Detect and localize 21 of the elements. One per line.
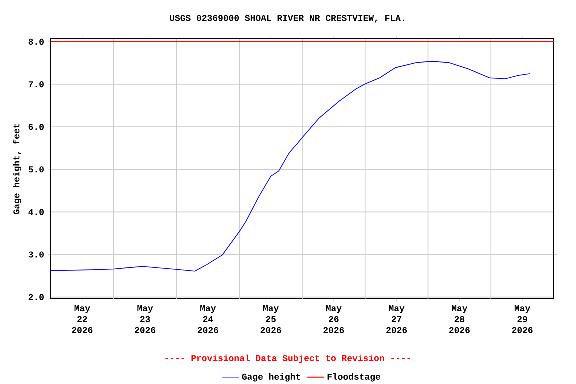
x-tick-label: May 23 2026 (135, 306, 156, 334)
x-tick-label: May 29 2026 (512, 306, 533, 334)
y-tick-label: 6.0 (28, 124, 44, 130)
y-tick-label: 2.0 (28, 294, 44, 300)
x-tick-label: May 24 2026 (198, 306, 218, 334)
x-tick-label: May 26 2026 (324, 306, 344, 334)
x-tick-label: May 28 2026 (449, 306, 470, 334)
legend-label: Floodstage (328, 373, 380, 382)
y-tick-label: 3.0 (28, 252, 44, 258)
x-tick-label: May 27 2026 (386, 306, 408, 334)
x-tick-label: May 25 2026 (260, 306, 282, 334)
y-axis-title: Gage height, feet (12, 124, 22, 214)
text: ---- Provisional Data Subject to Revision ---- (166, 354, 410, 364)
y-tick-label: 4.0 (28, 209, 44, 216)
line-series (51, 61, 531, 272)
legend-label: Gage height (242, 373, 300, 382)
chart-title: USGS 02369000 SHOAL RIVER NR CRESTVIEW, FLA. (170, 15, 404, 23)
y-tick-label: 7.0 (28, 81, 44, 88)
y-tick-label: 5.0 (28, 166, 44, 173)
y-tick-label: 8.0 (28, 38, 44, 46)
x-tick-label: May 22 2026 (72, 306, 93, 334)
